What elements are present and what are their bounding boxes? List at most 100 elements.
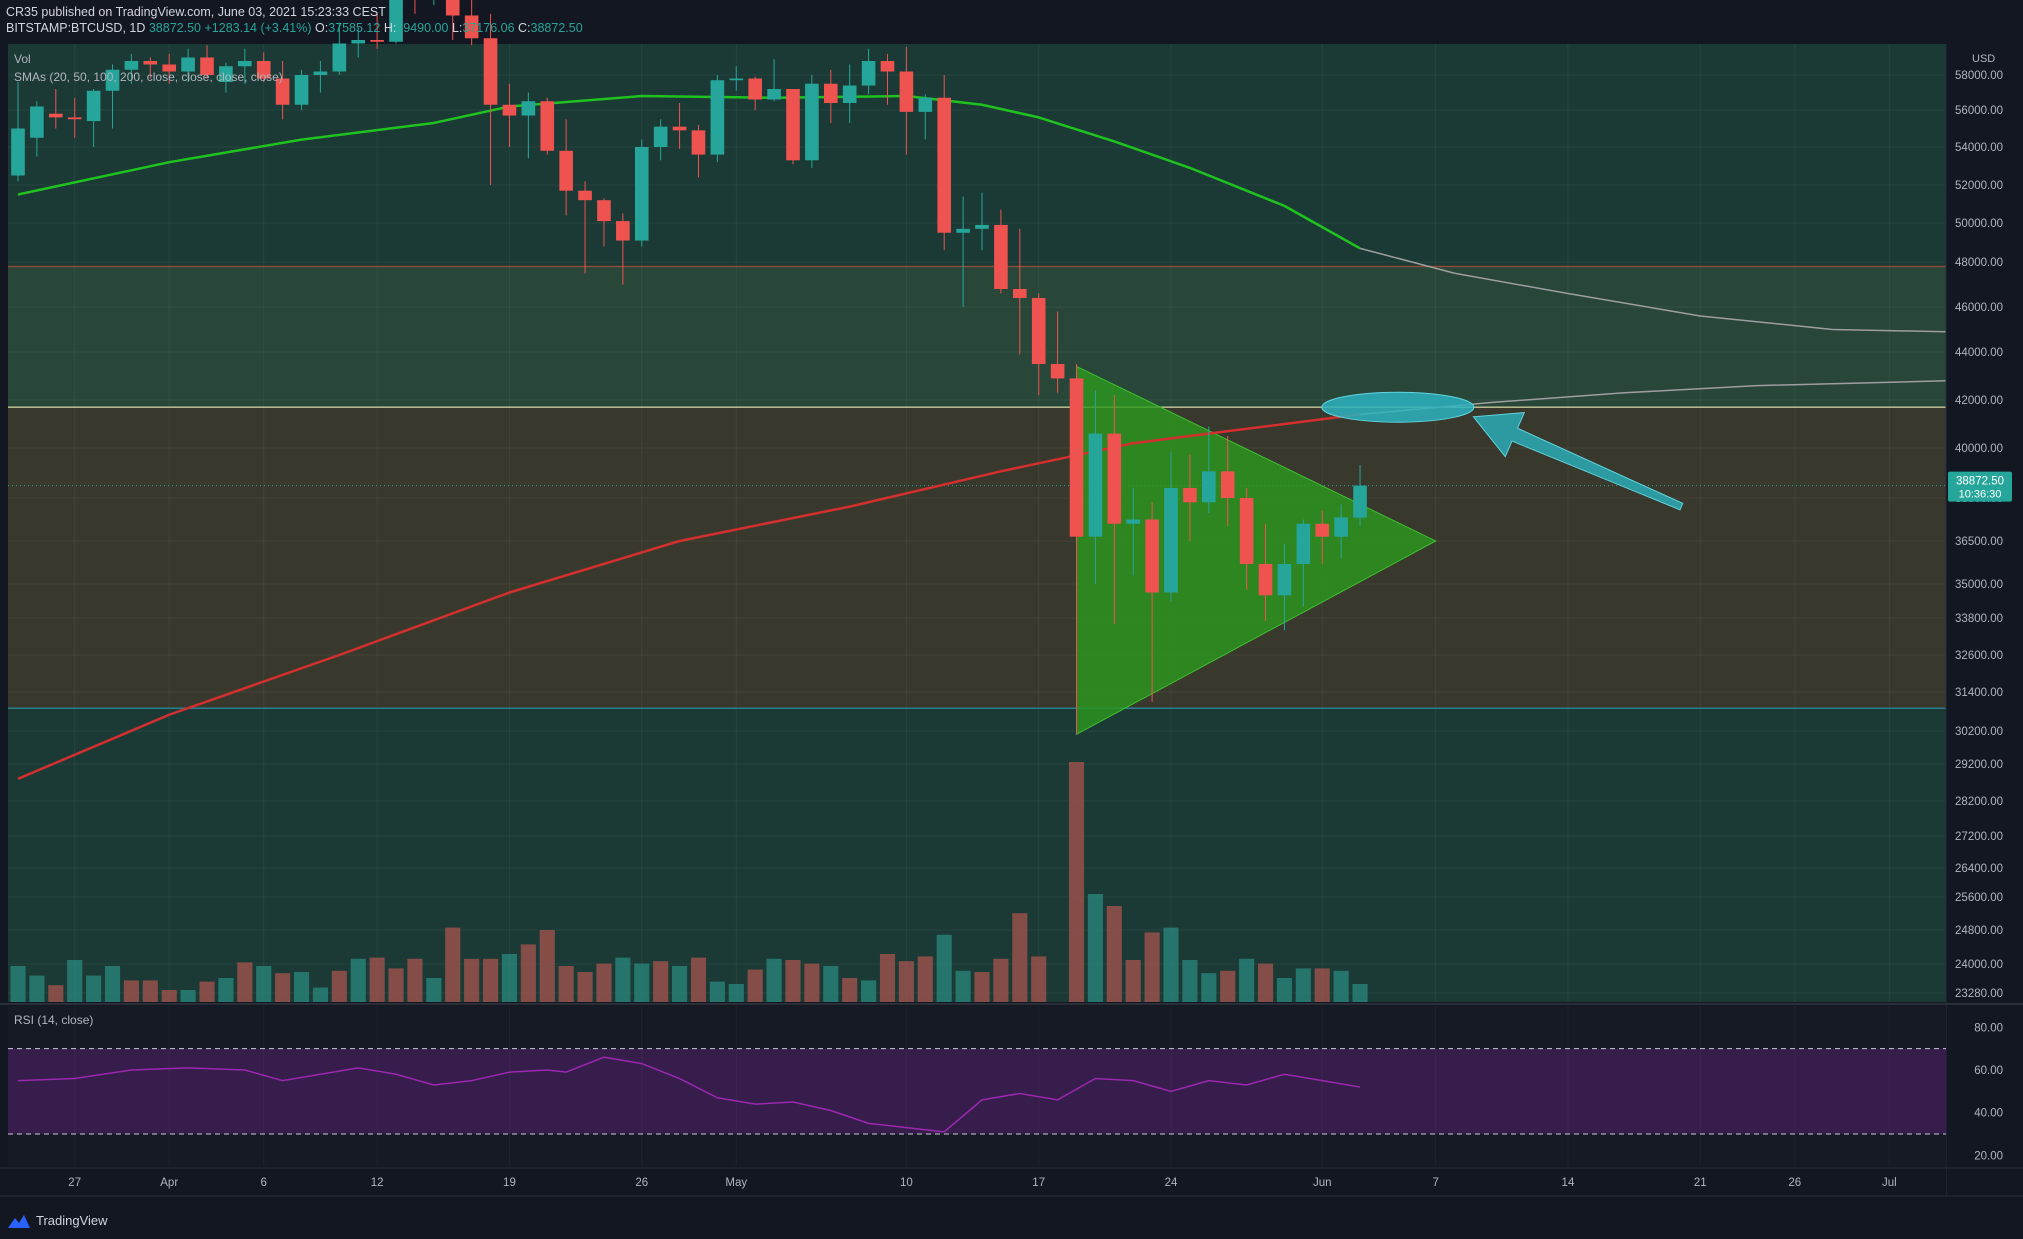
candle [370, 13, 384, 49]
volume-bar [785, 960, 801, 1002]
candle-body [219, 66, 233, 82]
candle [1202, 426, 1216, 514]
candle [540, 97, 555, 155]
volume-bar [1106, 906, 1122, 1002]
candle [597, 198, 611, 247]
sma-indicator-label[interactable]: SMAs (20, 50, 100, 200, close, close, cl… [14, 70, 283, 84]
symbol-text[interactable]: BITSTAMP:BTCUSD, 1D [6, 21, 146, 35]
last-price-badge-value: 38872.50 [1956, 476, 2004, 488]
volume-bar [898, 961, 914, 1002]
volume-bar [539, 930, 555, 1002]
candle-body [1031, 298, 1046, 364]
candle [1012, 228, 1027, 355]
candle [1031, 293, 1046, 396]
candle-body [370, 40, 384, 42]
candle [67, 97, 82, 138]
candle-body [975, 224, 989, 229]
candle [559, 119, 573, 216]
time-tick-label: 24 [1165, 1177, 1178, 1189]
bottom-bar [0, 1196, 2023, 1234]
volume-bar [388, 968, 404, 1002]
candle-body [256, 61, 271, 79]
volume-indicator-label[interactable]: Vol [14, 52, 31, 66]
candle [729, 66, 744, 91]
candle [823, 69, 838, 123]
volume-bar [690, 957, 707, 1002]
volume-bar [1314, 968, 1330, 1002]
candle-body [48, 113, 63, 118]
tradingview-logo[interactable]: TradingView [8, 1213, 108, 1228]
sma-200-line [17, 413, 1361, 780]
price-tick-label: 36500.00 [1955, 536, 2003, 548]
volume-bar [804, 963, 820, 1002]
price-tick-label: 56000.00 [1955, 105, 2003, 117]
candle [786, 89, 800, 165]
volume-bar [1239, 958, 1255, 1002]
candle [445, 0, 460, 40]
time-tick-label: 21 [1694, 1177, 1707, 1189]
volume-bar [293, 972, 310, 1002]
candle-body [1088, 433, 1103, 537]
candle [880, 54, 895, 105]
open-value: 37585.12 [328, 21, 381, 35]
candle-body [842, 85, 857, 103]
candle-body [30, 106, 44, 138]
volume-bar [936, 934, 952, 1002]
candle-body [861, 61, 876, 86]
candle [1050, 311, 1065, 393]
candle-body [1353, 485, 1367, 518]
candle [691, 124, 706, 178]
rsi-line [17, 1056, 1361, 1133]
candle-body [502, 104, 517, 116]
candle-body [1258, 563, 1273, 596]
candle [389, 0, 403, 44]
volume-bar [199, 981, 215, 1002]
time-axis: 27 Apr 6 12 19 26 May 10 17 24 Jun 7 14 21 26 Jul [0, 1167, 2023, 1234]
volume-bar [369, 957, 385, 1002]
time-tick-label: 14 [1562, 1177, 1575, 1189]
candle-body [1069, 378, 1084, 537]
annotation-arrow [1472, 412, 1684, 511]
candle-body [1164, 488, 1178, 593]
currency-label: USD [1972, 53, 1995, 65]
price-pane [8, 0, 1947, 1002]
time-tick-label: 19 [503, 1177, 516, 1189]
close-label: C: [518, 21, 531, 35]
candle [1164, 451, 1178, 601]
volume-bar [1220, 970, 1236, 1002]
high-value: 39490.00 [396, 21, 449, 35]
candle [219, 62, 233, 93]
candle [1069, 364, 1084, 735]
candle [918, 94, 933, 140]
rsi-tick-label: 40.00 [1974, 1108, 2003, 1120]
time-tick-label: Apr [160, 1177, 178, 1189]
candle-body [67, 117, 82, 120]
volume-bar [142, 980, 158, 1002]
candle [956, 196, 970, 307]
candle-body [143, 61, 158, 65]
volume-bar [1182, 960, 1198, 1002]
candle-body [634, 147, 649, 241]
rsi-indicator-label[interactable]: RSI (14, close) [14, 1013, 94, 1027]
candle-body [1334, 517, 1348, 537]
price-tick-label: 30200.00 [1955, 726, 2003, 738]
candle [1183, 454, 1197, 541]
volume-bar [1163, 927, 1179, 1002]
candle [767, 59, 781, 102]
candle-body [464, 15, 479, 39]
candle [994, 209, 1008, 294]
candle [899, 47, 914, 155]
volume-bar [1257, 963, 1274, 1002]
rsi-tick-label: 20.00 [1974, 1150, 2003, 1162]
candle-body [445, 0, 460, 16]
candle [805, 75, 819, 168]
volume-bar [955, 970, 971, 1002]
volume-bar [180, 990, 196, 1002]
candle-body [1315, 523, 1330, 537]
price-tick-label: 54000.00 [1955, 142, 2003, 154]
tradingview-icon [8, 1214, 30, 1228]
price-tick-label: 31400.00 [1955, 687, 2003, 699]
candle [1088, 390, 1103, 584]
